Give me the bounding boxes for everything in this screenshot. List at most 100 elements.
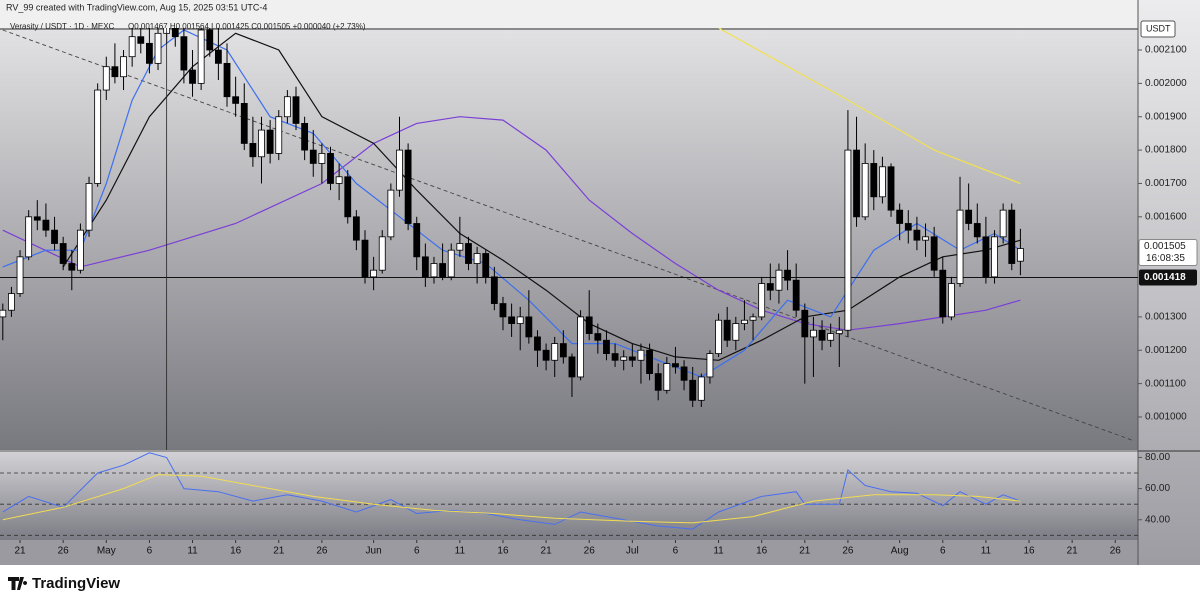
candle-body [982, 236, 990, 278]
candle-body [853, 149, 860, 218]
x-tick-label: Jul [626, 546, 639, 557]
candle-body [542, 349, 550, 361]
x-tick-label: 26 [1110, 546, 1122, 557]
candle-body [16, 256, 24, 294]
candle-body [594, 333, 602, 341]
rsi-tick-label: 40.00 [1145, 514, 1170, 525]
candle-body [922, 236, 929, 241]
candle-body [585, 316, 593, 334]
candle-body [456, 243, 464, 251]
candle-body [387, 189, 395, 238]
candle-body [956, 209, 964, 284]
y-tick-label: 0.001800 [1145, 145, 1187, 156]
candle-body [447, 249, 455, 278]
candle-body [361, 239, 369, 278]
candle-body [430, 263, 438, 278]
candle-body [404, 149, 412, 224]
rsi-plot [0, 452, 1138, 536]
x-tick-label: 16 [497, 546, 509, 557]
main-plot [0, 28, 1138, 441]
candle-body [758, 283, 766, 318]
candle-body [991, 236, 998, 278]
x-tick-label: 26 [842, 546, 854, 557]
candle-body [68, 263, 76, 271]
x-tick-label: 6 [940, 546, 946, 557]
candle-body [171, 28, 179, 38]
candle-body [870, 163, 878, 198]
candle-body [654, 373, 662, 391]
candle-body [283, 96, 291, 118]
countdown: 16:08:35 [1146, 253, 1185, 264]
x-tick-label: 21 [14, 546, 26, 557]
candle-body [189, 69, 196, 84]
candle-body [344, 176, 352, 218]
candle-body [154, 32, 162, 64]
x-tick-label: 16 [1023, 546, 1035, 557]
logo: TradingView [8, 575, 120, 592]
x-tick-label: 21 [1067, 546, 1079, 557]
candle-body [275, 116, 283, 154]
candle-body [59, 243, 67, 264]
horizontal-line-box [1139, 269, 1197, 286]
x-tick-label: 11 [455, 546, 466, 557]
candle-body [1008, 209, 1016, 264]
x-tick-label: 21 [273, 546, 285, 557]
x-tick-label: 11 [713, 546, 724, 557]
x-tick-label: 21 [799, 546, 811, 557]
x-tick-label: Jun [366, 546, 382, 557]
candle-body [810, 329, 817, 338]
y-tick-label: 0.001900 [1145, 111, 1187, 122]
x-tick-label: 26 [584, 546, 596, 557]
candle-body [482, 253, 490, 278]
candle-body [508, 316, 515, 324]
horizontal-line-label: 0.001418 [1144, 272, 1186, 283]
candle-body [637, 349, 645, 361]
ohlc: O0.001467 H0.001564 L0.001425 C0.001505 … [128, 22, 366, 31]
candle-body [715, 319, 722, 354]
candle-body [8, 293, 15, 311]
candle-body [680, 366, 688, 381]
candle-body [232, 96, 240, 104]
candle-body [620, 356, 628, 361]
x-tick-label: 11 [187, 546, 198, 557]
candle-body [146, 42, 153, 64]
x-tick-label: 6 [673, 546, 679, 557]
time-axis-bg [0, 540, 1138, 565]
candle-body [128, 36, 136, 58]
candle-body [577, 316, 584, 378]
candle-body [818, 329, 826, 341]
candle-body [525, 316, 533, 338]
candle-body [741, 319, 748, 324]
candle-body [258, 129, 265, 158]
candle-body [904, 223, 912, 231]
candle-body [913, 229, 921, 241]
rsi-pane [0, 452, 1138, 540]
candle-body [948, 283, 955, 318]
indicator-line [718, 28, 1021, 185]
header: RV_99 created with TradingView.com, Aug … [6, 2, 267, 12]
candle-body [421, 256, 429, 278]
y-tick-label: 0.001300 [1145, 312, 1187, 323]
candle-body [723, 319, 731, 341]
candle-body [499, 303, 507, 318]
y-tick-label: 0.001600 [1145, 211, 1187, 222]
candle-body [94, 89, 102, 184]
candle-body [999, 209, 1007, 238]
x-tick-label: May [97, 546, 116, 557]
candle-body [473, 253, 481, 264]
indicator-line [2, 116, 1021, 331]
rsi-line [2, 474, 1021, 524]
candle-body [51, 229, 58, 244]
candle-body [439, 263, 447, 278]
candle-body [1016, 248, 1024, 262]
x-tick-label: 16 [230, 546, 242, 557]
x-tick-label: Aug [891, 546, 909, 557]
candle-body [861, 163, 869, 218]
unit-box [1140, 20, 1176, 38]
candle-body [301, 123, 309, 151]
candle-body [516, 316, 524, 324]
candle-body [775, 269, 783, 291]
candle-body [396, 149, 403, 191]
y-tick-label: 0.001200 [1145, 345, 1187, 356]
candle-body [490, 276, 498, 304]
